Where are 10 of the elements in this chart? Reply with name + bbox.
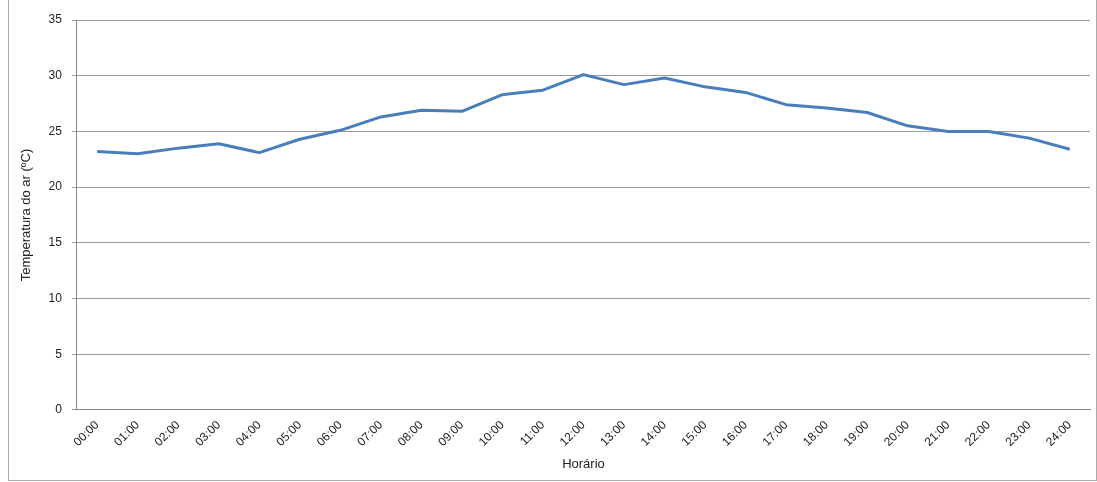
x-axis-title: Horário bbox=[562, 455, 605, 471]
y-tick-label: 5 bbox=[55, 346, 63, 361]
y-tick-label: 15 bbox=[48, 235, 63, 250]
y-tick-label: 35 bbox=[48, 12, 63, 27]
y-tick-label: 20 bbox=[48, 179, 63, 194]
y-tick-label: 25 bbox=[48, 123, 63, 138]
y-tick-label: 30 bbox=[48, 68, 63, 83]
y-tick-label: 0 bbox=[55, 402, 63, 417]
y-tick-label: 10 bbox=[48, 290, 63, 305]
y-axis-title: Temperatura do ar (ºC) bbox=[18, 148, 34, 282]
